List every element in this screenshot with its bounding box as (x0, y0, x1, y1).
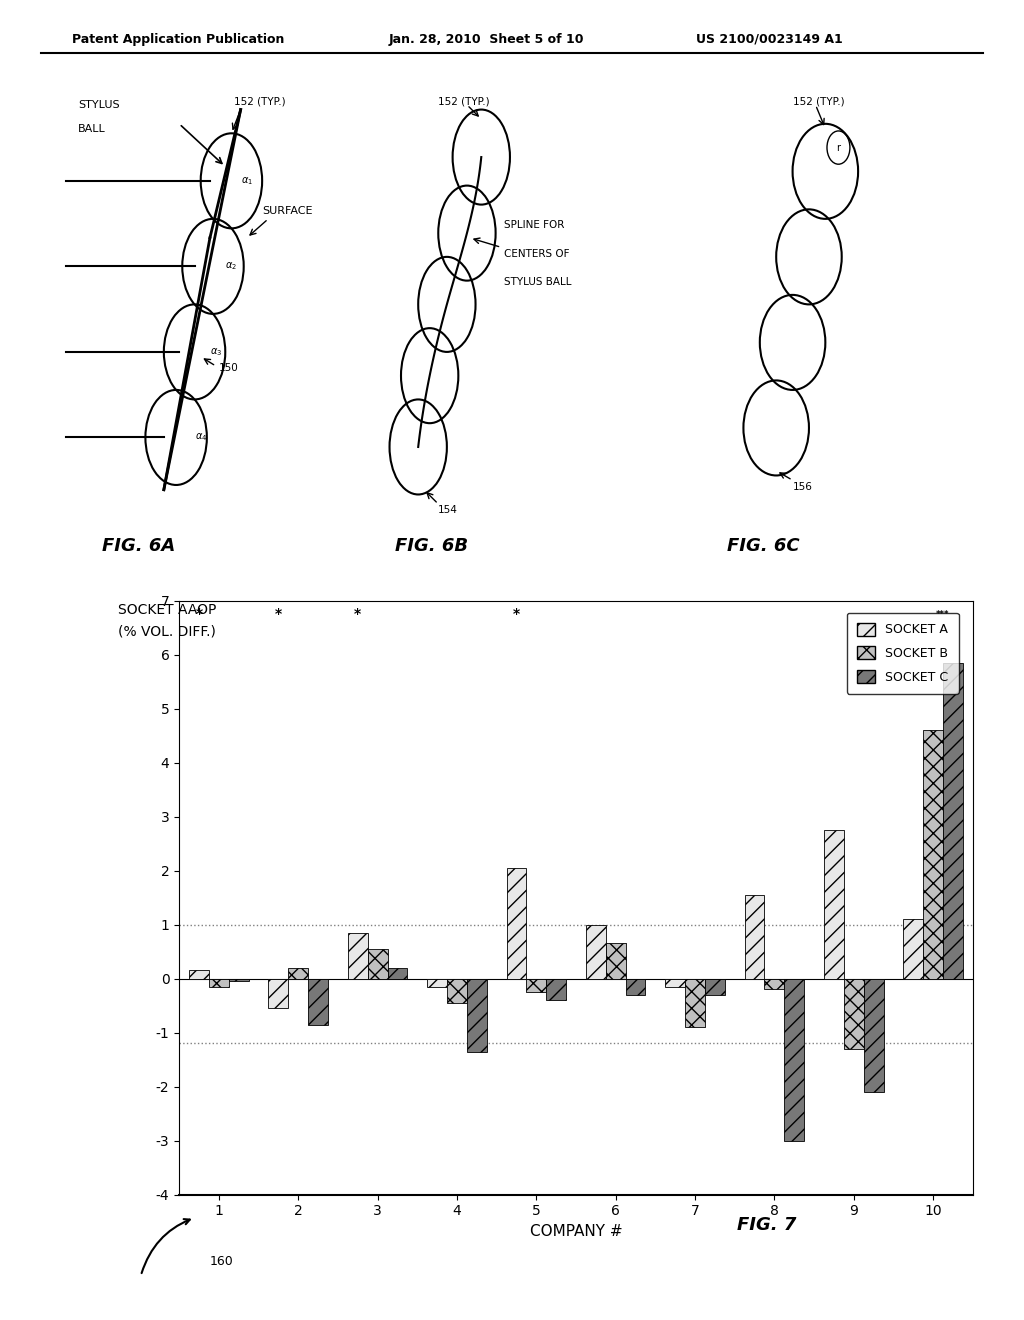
Text: SOCKET AAOP: SOCKET AAOP (118, 603, 216, 618)
Bar (348, 933, 368, 978)
Bar (368, 949, 387, 978)
Bar (586, 924, 606, 978)
Bar (467, 978, 486, 1052)
Text: *: * (513, 607, 520, 622)
Text: SPLINE FOR: SPLINE FOR (504, 220, 564, 231)
Text: $\alpha_2$: $\alpha_2$ (225, 260, 238, 272)
Text: r: r (837, 143, 841, 153)
Bar (189, 970, 209, 978)
Text: *: * (196, 607, 203, 622)
Text: (% VOL. DIFF.): (% VOL. DIFF.) (118, 624, 216, 639)
Text: FIG. 6C: FIG. 6C (727, 537, 800, 556)
Bar (685, 978, 705, 1027)
Bar (626, 978, 645, 995)
Text: SURFACE: SURFACE (262, 206, 312, 216)
Text: STYLUS BALL: STYLUS BALL (504, 277, 571, 288)
Text: 156: 156 (793, 482, 812, 492)
Bar (943, 663, 963, 978)
Bar (666, 978, 685, 986)
Bar (606, 944, 626, 978)
Text: 152 (TYP.): 152 (TYP.) (234, 96, 286, 107)
Text: CENTERS OF: CENTERS OF (504, 249, 569, 259)
Bar (705, 978, 725, 995)
Legend: SOCKET A, SOCKET B, SOCKET C: SOCKET A, SOCKET B, SOCKET C (847, 612, 958, 694)
Text: ***: *** (936, 610, 950, 619)
Bar (228, 978, 249, 981)
Text: US 2100/0023149 A1: US 2100/0023149 A1 (696, 33, 843, 46)
Bar (765, 978, 784, 990)
Text: STYLUS: STYLUS (78, 100, 120, 110)
Text: FIG. 7: FIG. 7 (737, 1216, 797, 1234)
Text: 154: 154 (438, 506, 458, 516)
Text: BALL: BALL (78, 124, 105, 133)
Bar (308, 978, 328, 1024)
Text: 152 (TYP.): 152 (TYP.) (438, 96, 489, 107)
Bar (844, 978, 863, 1049)
Bar (924, 730, 943, 978)
Text: *: * (274, 607, 282, 622)
Bar (447, 978, 467, 1003)
Bar (289, 968, 308, 978)
Bar (209, 978, 228, 986)
Text: 160: 160 (210, 1254, 233, 1267)
Text: Jan. 28, 2010  Sheet 5 of 10: Jan. 28, 2010 Sheet 5 of 10 (389, 33, 585, 46)
Text: Patent Application Publication: Patent Application Publication (72, 33, 284, 46)
Bar (784, 978, 804, 1140)
Bar (507, 869, 526, 978)
Text: $\alpha_3$: $\alpha_3$ (210, 346, 222, 358)
Bar (427, 978, 447, 986)
Bar (744, 895, 765, 978)
Text: 152 (TYP.): 152 (TYP.) (793, 96, 844, 107)
Bar (526, 978, 546, 993)
Bar (824, 830, 844, 978)
Text: FIG. 6A: FIG. 6A (102, 537, 176, 556)
Text: 150: 150 (219, 363, 239, 374)
Bar (863, 978, 884, 1092)
Text: *: * (354, 607, 361, 622)
Bar (268, 978, 289, 1008)
Text: FIG. 6B: FIG. 6B (395, 537, 468, 556)
Text: $\alpha_1$: $\alpha_1$ (241, 176, 253, 186)
Bar (387, 968, 408, 978)
Bar (903, 919, 924, 978)
Bar (546, 978, 566, 1001)
Text: $\alpha_4$: $\alpha_4$ (195, 432, 207, 444)
X-axis label: COMPANY #: COMPANY # (529, 1224, 623, 1239)
